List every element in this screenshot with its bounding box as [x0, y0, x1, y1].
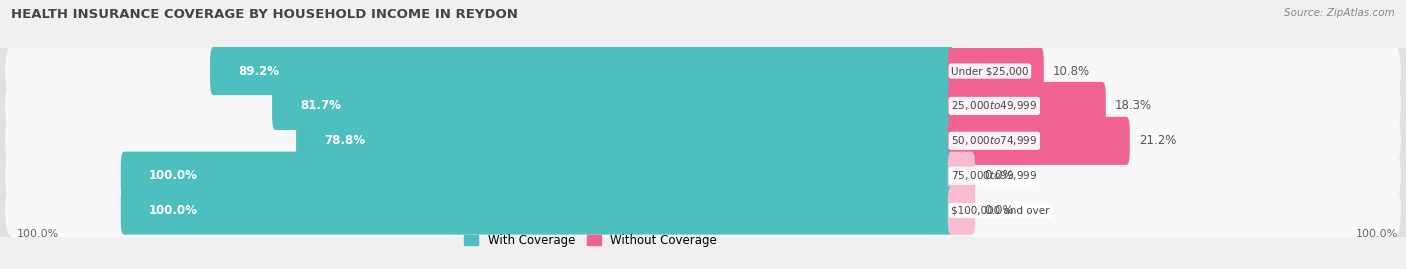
FancyBboxPatch shape: [948, 186, 976, 235]
Text: $50,000 to $74,999: $50,000 to $74,999: [950, 134, 1038, 147]
FancyBboxPatch shape: [121, 152, 955, 200]
FancyBboxPatch shape: [209, 47, 955, 95]
Text: 18.3%: 18.3%: [1115, 100, 1152, 112]
FancyBboxPatch shape: [948, 47, 1043, 95]
Text: $25,000 to $49,999: $25,000 to $49,999: [950, 100, 1038, 112]
Text: HEALTH INSURANCE COVERAGE BY HOUSEHOLD INCOME IN REYDON: HEALTH INSURANCE COVERAGE BY HOUSEHOLD I…: [11, 8, 519, 21]
Text: $100,000 and over: $100,000 and over: [950, 206, 1050, 215]
FancyBboxPatch shape: [6, 149, 1400, 202]
FancyBboxPatch shape: [0, 121, 1406, 230]
Legend: With Coverage, Without Coverage: With Coverage, Without Coverage: [460, 229, 721, 252]
Text: 0.0%: 0.0%: [984, 169, 1014, 182]
FancyBboxPatch shape: [948, 117, 1130, 165]
FancyBboxPatch shape: [6, 45, 1400, 98]
FancyBboxPatch shape: [6, 114, 1400, 167]
FancyBboxPatch shape: [121, 186, 955, 235]
FancyBboxPatch shape: [0, 86, 1406, 195]
Text: 0.0%: 0.0%: [984, 204, 1014, 217]
Text: 89.2%: 89.2%: [238, 65, 280, 77]
Text: 81.7%: 81.7%: [301, 100, 342, 112]
Text: 100.0%: 100.0%: [149, 204, 198, 217]
FancyBboxPatch shape: [0, 17, 1406, 125]
Text: 21.2%: 21.2%: [1139, 134, 1177, 147]
Text: 100.0%: 100.0%: [17, 229, 59, 239]
Text: 10.8%: 10.8%: [1053, 65, 1090, 77]
Text: 100.0%: 100.0%: [149, 169, 198, 182]
FancyBboxPatch shape: [6, 79, 1400, 132]
Text: 100.0%: 100.0%: [1355, 229, 1398, 239]
FancyBboxPatch shape: [948, 152, 976, 200]
Text: Source: ZipAtlas.com: Source: ZipAtlas.com: [1284, 8, 1395, 18]
FancyBboxPatch shape: [0, 156, 1406, 265]
Text: $75,000 to $99,999: $75,000 to $99,999: [950, 169, 1038, 182]
FancyBboxPatch shape: [6, 184, 1400, 237]
FancyBboxPatch shape: [297, 117, 955, 165]
FancyBboxPatch shape: [948, 82, 1105, 130]
Text: 78.8%: 78.8%: [325, 134, 366, 147]
Text: Under $25,000: Under $25,000: [950, 66, 1029, 76]
FancyBboxPatch shape: [0, 52, 1406, 160]
FancyBboxPatch shape: [273, 82, 955, 130]
